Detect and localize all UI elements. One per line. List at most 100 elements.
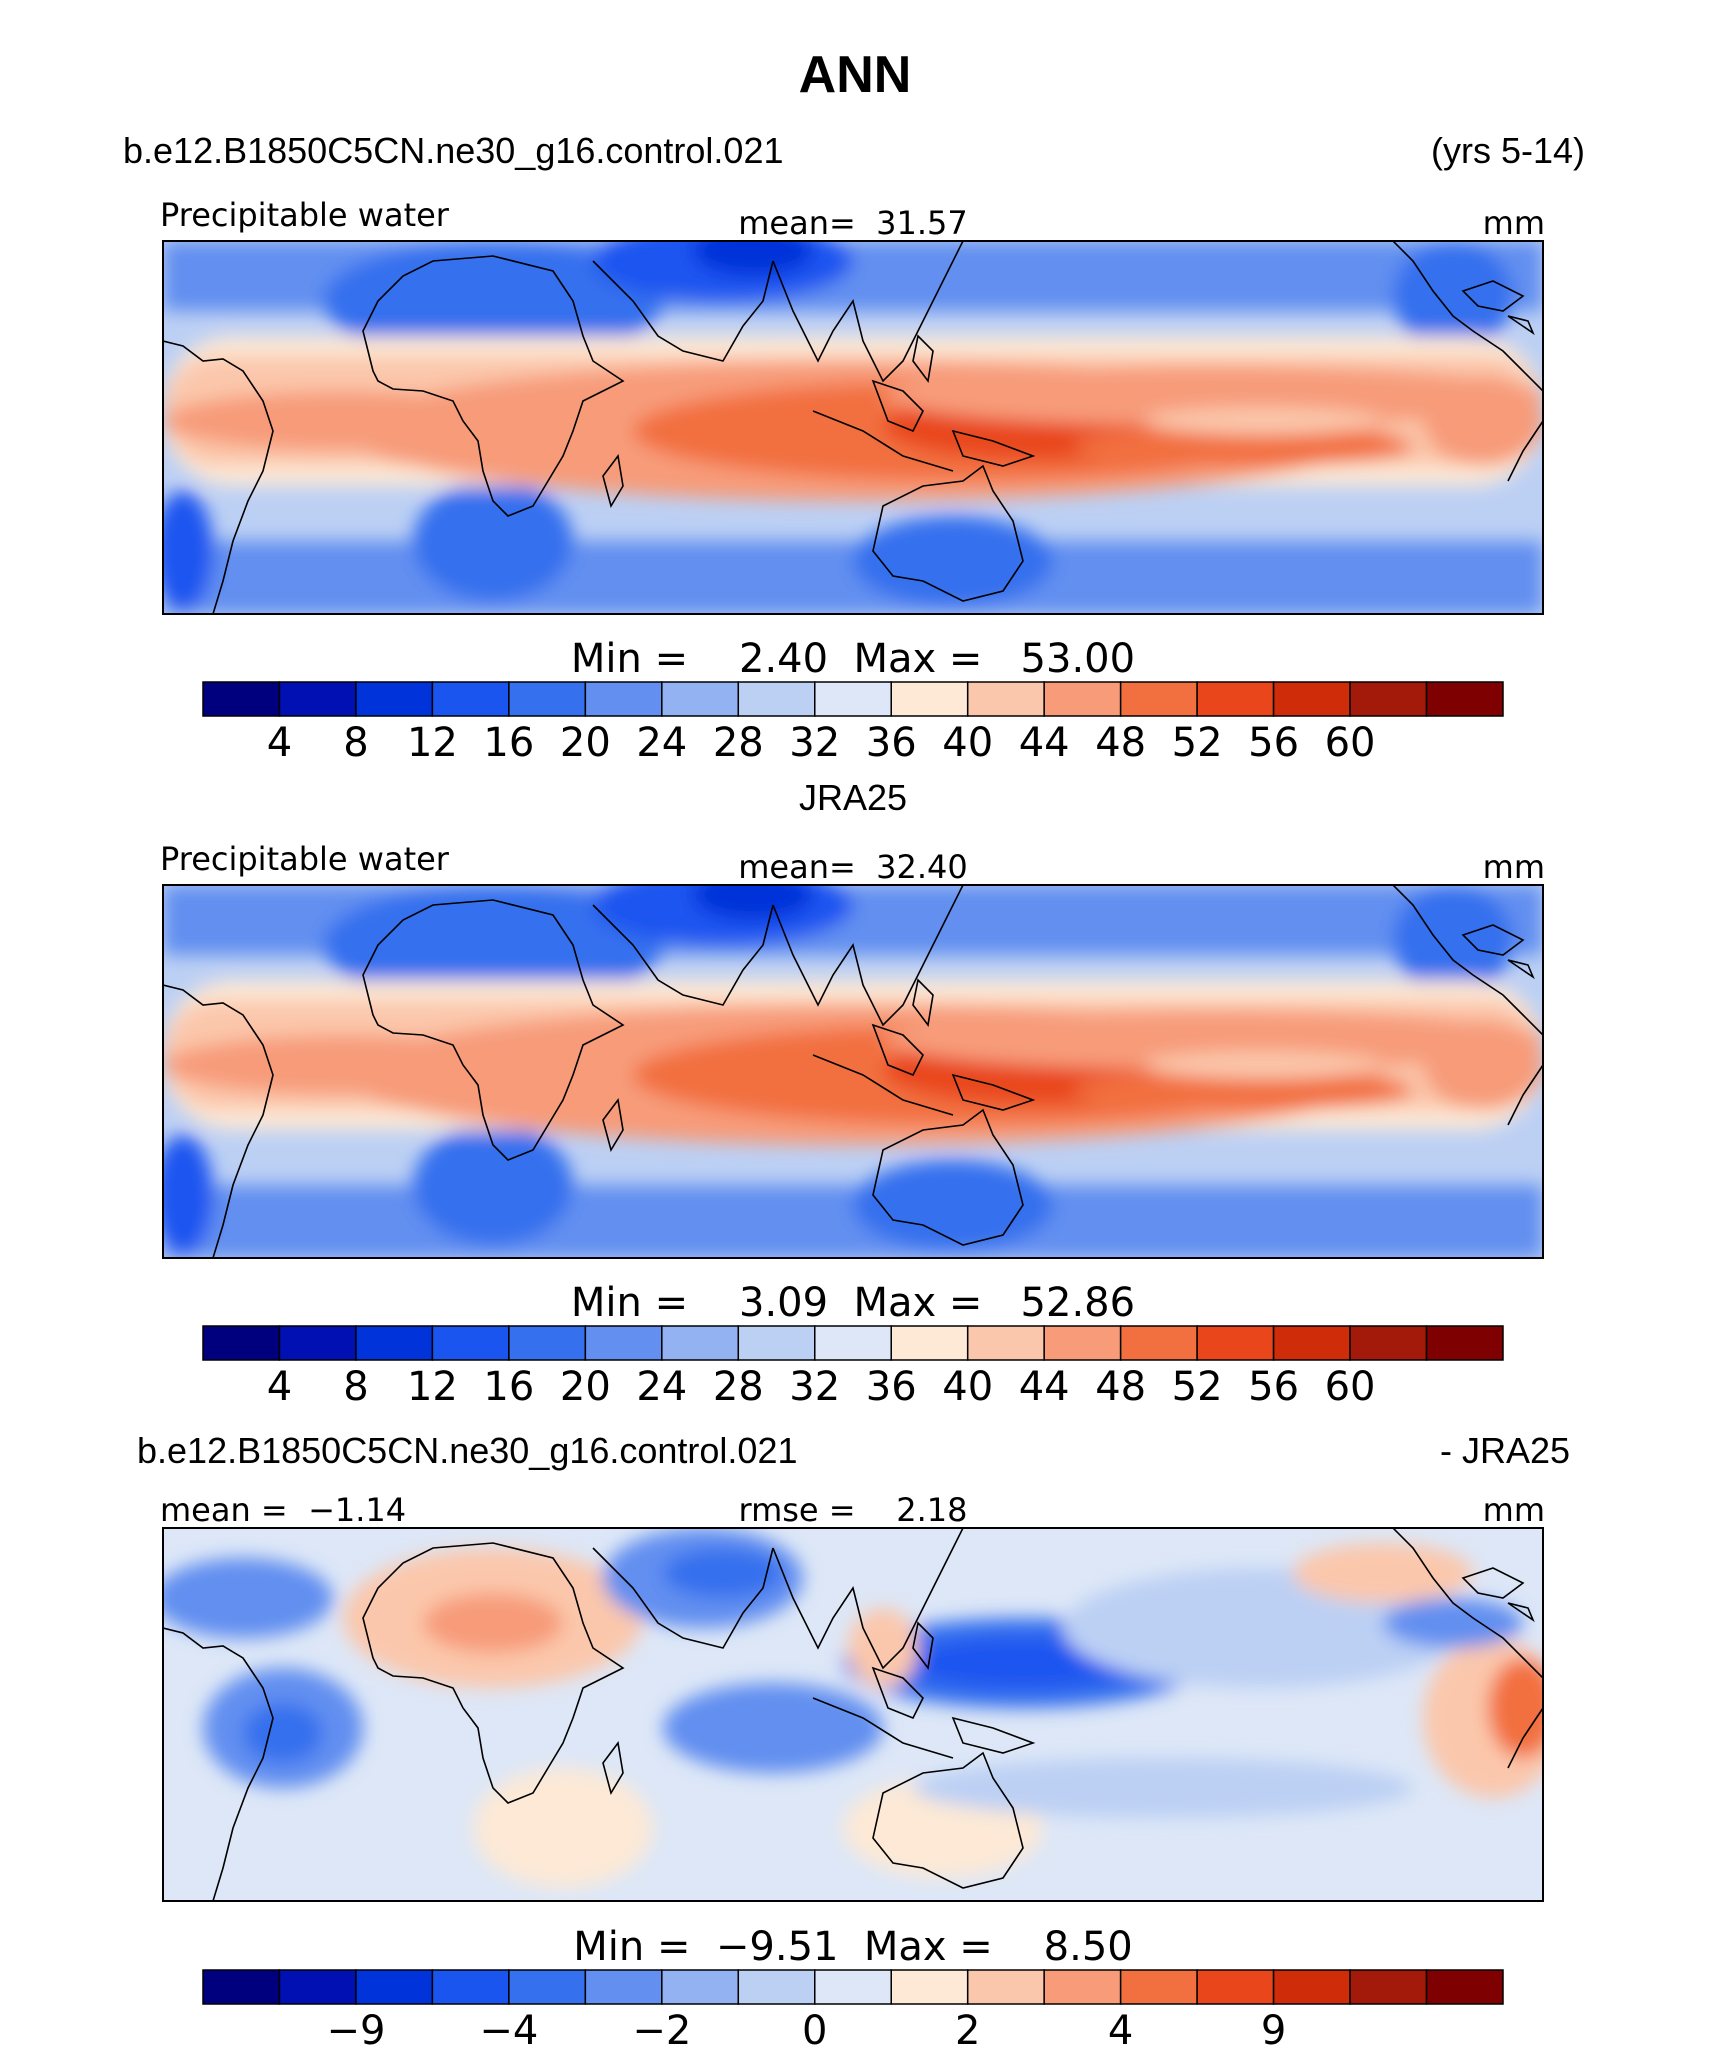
panel-obs-mean: mean= 32.40 xyxy=(738,848,968,886)
panel-model-map xyxy=(163,241,1543,614)
colorbar-swatch xyxy=(584,1325,663,1361)
panel-obs: JRA25 Precipitable water mean= 32.40 mm … xyxy=(160,777,1545,1410)
colorbar-model: 4 8 12 16 20 24 28 32 36 40 44 48 52 56 60 xyxy=(202,681,1504,766)
colorbar-swatch xyxy=(508,681,587,717)
colorbar-swatch xyxy=(1272,1325,1351,1361)
case-name: b.e12.B1850C5CN.ne30_g16.control.021 xyxy=(123,130,784,171)
colorbar-swatch xyxy=(431,1325,510,1361)
colorbar-swatch xyxy=(1349,1325,1428,1361)
colorbar-tick-label: 60 xyxy=(1325,1364,1376,1410)
colorbar-tick-label: 12 xyxy=(407,720,458,766)
colorbar-tick-label: 48 xyxy=(1095,720,1146,766)
colorbar-swatch xyxy=(1196,681,1275,717)
colorbar-tick-label: 16 xyxy=(483,720,534,766)
colorbar-swatch xyxy=(966,681,1045,717)
colorbar-tick-label: 52 xyxy=(1172,1364,1223,1410)
colorbar-swatch xyxy=(1425,1969,1504,2005)
colorbar-tick-label: 4 xyxy=(1108,2008,1133,2054)
colorbar-swatch xyxy=(966,1969,1045,2005)
panel-diff-title-right: - JRA25 xyxy=(1440,1430,1570,1471)
colorbar-swatch xyxy=(355,681,434,717)
colorbar-tick-label: 9 xyxy=(1261,2008,1286,2054)
panel-obs-title: JRA25 xyxy=(799,777,907,818)
panel-obs-frame xyxy=(162,884,1544,1259)
colorbar-swatch xyxy=(1119,1969,1198,2005)
colorbar-tick-label: 2 xyxy=(955,2008,980,2054)
colorbar-swatch xyxy=(1043,1969,1122,2005)
colorbar-tick-label: 8 xyxy=(343,1364,368,1410)
colorbar-swatch xyxy=(737,1325,816,1361)
colorbar-tick-label: 56 xyxy=(1248,720,1299,766)
colorbar-swatch xyxy=(1272,681,1351,717)
panel-diff: b.e12.B1850C5CN.ne30_g16.control.021 - J… xyxy=(137,1430,1570,2054)
panel-obs-minmax: Min = 3.09 Max = 52.86 xyxy=(571,1280,1135,1326)
colorbar-swatch xyxy=(355,1325,434,1361)
colorbar-swatch xyxy=(1119,681,1198,717)
colorbar-swatch xyxy=(737,681,816,717)
colorbar-swatch xyxy=(278,1969,357,2005)
colorbar-swatch xyxy=(202,681,281,717)
colorbar-swatch xyxy=(966,1325,1045,1361)
colorbar-swatch xyxy=(661,1325,740,1361)
panel-model-units: mm xyxy=(1483,204,1545,242)
colorbar-tick-label: 0 xyxy=(802,2008,827,2054)
colorbar-diff: −9 −4 −2 0 2 4 9 xyxy=(202,1969,1504,2054)
colorbar-tick-label: 44 xyxy=(1019,720,1070,766)
colorbar-tick-label: 4 xyxy=(267,720,292,766)
colorbar-obs: 4 8 12 16 20 24 28 32 36 40 44 48 52 56 60 xyxy=(202,1325,1504,1410)
panel-diff-frame xyxy=(162,1527,1544,1902)
panel-diff-title-left: b.e12.B1850C5CN.ne30_g16.control.021 xyxy=(137,1430,798,1471)
colorbar-tick-label: 24 xyxy=(636,720,687,766)
colorbar-tick-label: 60 xyxy=(1325,720,1376,766)
colorbar-swatch xyxy=(431,1969,510,2005)
panel-model-minmax: Min = 2.40 Max = 53.00 xyxy=(571,636,1135,682)
colorbar-swatch xyxy=(584,681,663,717)
colorbar-swatch xyxy=(1425,1325,1504,1361)
colorbar-swatch xyxy=(584,1969,663,2005)
colorbar-tick-label: 16 xyxy=(483,1364,534,1410)
colorbar-tick-label: 20 xyxy=(560,720,611,766)
panel-diff-mean: mean = −1.14 xyxy=(160,1491,406,1529)
colorbar-swatch xyxy=(890,1969,969,2005)
colorbar-tick-label: 20 xyxy=(560,1364,611,1410)
panel-model-frame xyxy=(162,240,1544,615)
colorbar-swatch xyxy=(1196,1325,1275,1361)
colorbar-swatch xyxy=(355,1969,434,2005)
panel-obs-variable: Precipitable water xyxy=(160,840,450,878)
colorbar-tick-label: 40 xyxy=(942,720,993,766)
colorbar-swatch xyxy=(508,1969,587,2005)
colorbar-swatch xyxy=(814,681,892,717)
colorbar-swatch xyxy=(278,1325,357,1361)
panel-diff-rmse: rmse = 2.18 xyxy=(738,1491,967,1529)
colorbar-swatch xyxy=(661,681,740,717)
colorbar-tick-label: 28 xyxy=(713,720,764,766)
colorbar-swatch xyxy=(1272,1969,1351,2005)
panel-model: Precipitable water mean= 31.57 mm Min = … xyxy=(160,196,1545,766)
colorbar-tick-label: 36 xyxy=(866,720,917,766)
colorbar-swatch xyxy=(1349,1969,1428,2005)
colorbar-swatch xyxy=(1425,681,1504,717)
colorbar-tick-label: 8 xyxy=(343,720,368,766)
colorbar-swatch xyxy=(890,1325,969,1361)
colorbar-swatch xyxy=(890,681,969,717)
colorbar-swatch xyxy=(278,681,357,717)
colorbar-tick-label: −4 xyxy=(479,2008,538,2054)
colorbar-tick-label: 36 xyxy=(866,1364,917,1410)
colorbar-swatch xyxy=(1043,1325,1122,1361)
panel-obs-units: mm xyxy=(1483,848,1545,886)
colorbar-swatch xyxy=(1196,1969,1275,2005)
colorbar-tick-label: −9 xyxy=(326,2008,385,2054)
colorbar-tick-label: 28 xyxy=(713,1364,764,1410)
figure-title: ANN xyxy=(799,46,912,104)
panel-diff-units: mm xyxy=(1483,1491,1545,1529)
colorbar-tick-label: 32 xyxy=(789,1364,840,1410)
colorbar-tick-label: 52 xyxy=(1172,720,1223,766)
colorbar-swatch xyxy=(661,1969,740,2005)
colorbar-swatch xyxy=(508,1325,587,1361)
colorbar-tick-label: 24 xyxy=(636,1364,687,1410)
colorbar-tick-label: 4 xyxy=(267,1364,292,1410)
colorbar-tick-label: −2 xyxy=(632,2008,691,2054)
colorbar-swatch xyxy=(202,1325,281,1361)
panel-model-variable: Precipitable water xyxy=(160,196,450,234)
